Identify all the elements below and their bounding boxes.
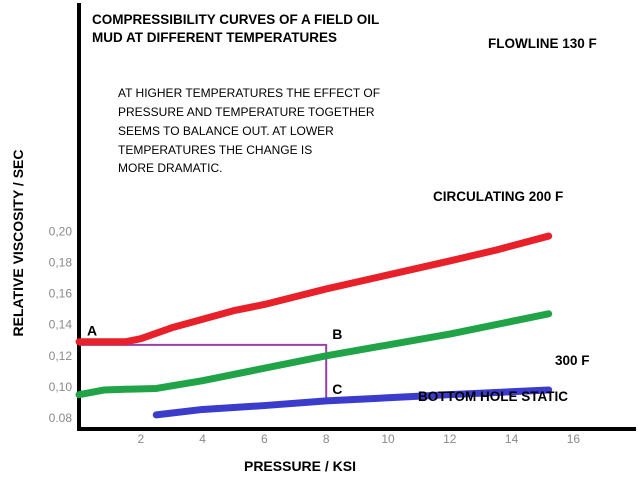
reference-path-line	[79, 343, 328, 400]
point-label-a: A	[87, 323, 97, 339]
y-tick-label: 0,18	[49, 256, 73, 270]
series-label-circulating: CIRCULATING 200 F	[433, 189, 563, 204]
chart-title-line-1: COMPRESSIBILITY CURVES OF A FIELD OIL	[92, 12, 379, 27]
y-tick-label: 0.08	[49, 411, 73, 425]
point-label-b: B	[332, 326, 342, 342]
x-tick-label: 14	[505, 432, 519, 446]
x-tick-label: 8	[323, 432, 330, 446]
series-lines	[75, 232, 553, 419]
y-tick-label: 0,12	[49, 349, 73, 363]
series-line-300f	[152, 386, 553, 419]
reference-path	[79, 343, 328, 400]
chart-title-line-2: MUD AT DIFFERENT TEMPERATURES	[92, 30, 337, 45]
series-line-circulating	[75, 310, 553, 399]
tick-labels: 2 4 6 8 10 12 14 16 0.08 0,10 0,12 0,14 0,16 0,18 0,20	[49, 224, 581, 446]
point-labels: A B C	[87, 323, 342, 397]
x-tick-label: 4	[199, 432, 206, 446]
x-tick-label: 16	[567, 432, 581, 446]
annotation-line-4: TEMPERATURES THE CHANGE IS	[118, 143, 312, 157]
series-line-flowline	[75, 232, 553, 346]
annotation-line-2: PRESSURE AND TEMPERATURE TOGETHER	[118, 105, 375, 119]
y-tick-label: 0,16	[49, 287, 73, 301]
x-tick-label: 2	[137, 432, 144, 446]
y-axis-title: RELATIVE VISCOSITY / SEC	[10, 150, 26, 337]
annotation-line-1: AT HIGHER TEMPERATURES THE EFFECT OF	[118, 86, 380, 100]
y-tick-label: 0,10	[49, 380, 73, 394]
series-label-flowline: FLOWLINE 130 F	[488, 36, 597, 51]
x-tick-label: 10	[381, 432, 395, 446]
x-axis-title: PRESSURE / KSI	[244, 458, 356, 474]
series-label-300f: 300 F	[555, 353, 590, 368]
series-label-bottom-hole: BOTTOM HOLE STATIC	[418, 389, 568, 404]
y-tick-label: 0,14	[49, 318, 73, 332]
x-tick-label: 12	[443, 432, 457, 446]
y-tick-label: 0,20	[49, 224, 73, 238]
point-label-c: C	[332, 381, 342, 397]
x-tick-label: 6	[261, 432, 268, 446]
annotation-line-5: MORE DRAMATIC.	[118, 161, 222, 175]
annotation-line-3: SEEMS TO BALANCE OUT. AT LOWER	[118, 124, 334, 138]
